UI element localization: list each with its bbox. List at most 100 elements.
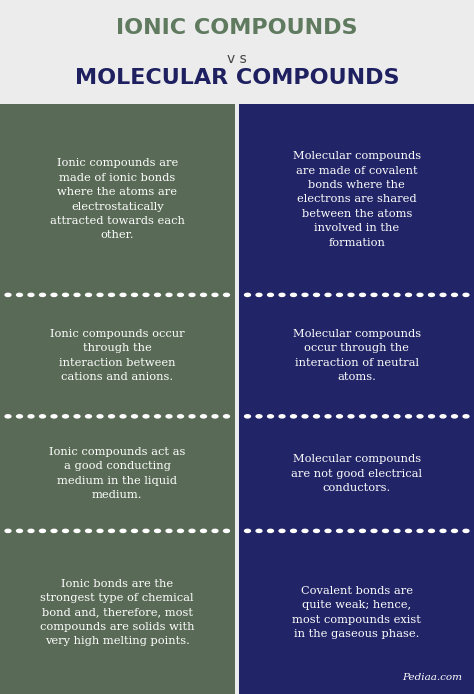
- Ellipse shape: [17, 530, 22, 532]
- Ellipse shape: [97, 415, 103, 418]
- Ellipse shape: [463, 415, 469, 418]
- Text: v s: v s: [227, 52, 247, 66]
- Ellipse shape: [132, 294, 137, 296]
- Ellipse shape: [337, 415, 342, 418]
- Text: Ionic compounds are
made of ionic bonds
where the atoms are
electrostatically
at: Ionic compounds are made of ionic bonds …: [50, 158, 185, 240]
- Ellipse shape: [5, 294, 11, 296]
- Ellipse shape: [143, 415, 149, 418]
- Ellipse shape: [314, 415, 319, 418]
- Ellipse shape: [155, 530, 160, 532]
- Ellipse shape: [406, 415, 411, 418]
- Ellipse shape: [245, 294, 250, 296]
- Ellipse shape: [143, 294, 149, 296]
- Text: MOLECULAR COMPOUNDS: MOLECULAR COMPOUNDS: [75, 68, 399, 88]
- Ellipse shape: [268, 415, 273, 418]
- Ellipse shape: [109, 530, 114, 532]
- Ellipse shape: [120, 294, 126, 296]
- Ellipse shape: [452, 530, 457, 532]
- Ellipse shape: [360, 530, 365, 532]
- Ellipse shape: [394, 294, 400, 296]
- Ellipse shape: [302, 294, 308, 296]
- Bar: [0, 416, 235, 531]
- Ellipse shape: [406, 294, 411, 296]
- Ellipse shape: [256, 294, 262, 296]
- Ellipse shape: [428, 530, 435, 532]
- Ellipse shape: [268, 294, 273, 296]
- Ellipse shape: [337, 530, 342, 532]
- Bar: [0, 104, 235, 295]
- Ellipse shape: [337, 294, 342, 296]
- Ellipse shape: [201, 530, 206, 532]
- Ellipse shape: [166, 530, 172, 532]
- Ellipse shape: [325, 294, 331, 296]
- Ellipse shape: [360, 415, 365, 418]
- Text: Molecular compounds
are not good electrical
conductors.: Molecular compounds are not good electri…: [291, 454, 422, 493]
- Bar: [0, 295, 235, 416]
- Ellipse shape: [224, 415, 229, 418]
- Ellipse shape: [371, 294, 377, 296]
- Ellipse shape: [394, 415, 400, 418]
- Ellipse shape: [291, 415, 296, 418]
- Ellipse shape: [325, 530, 331, 532]
- Ellipse shape: [201, 294, 206, 296]
- Ellipse shape: [63, 294, 68, 296]
- Ellipse shape: [279, 530, 285, 532]
- Ellipse shape: [120, 530, 126, 532]
- Ellipse shape: [348, 294, 354, 296]
- Ellipse shape: [189, 530, 195, 532]
- Text: Molecular compounds
occur through the
interaction of neutral
atoms.: Molecular compounds occur through the in…: [292, 329, 421, 382]
- Ellipse shape: [178, 415, 183, 418]
- Ellipse shape: [302, 415, 308, 418]
- Ellipse shape: [291, 294, 296, 296]
- Ellipse shape: [143, 530, 149, 532]
- Ellipse shape: [17, 415, 22, 418]
- Ellipse shape: [212, 415, 218, 418]
- Ellipse shape: [51, 294, 57, 296]
- Ellipse shape: [463, 294, 469, 296]
- Ellipse shape: [51, 415, 57, 418]
- Ellipse shape: [63, 530, 68, 532]
- Ellipse shape: [256, 415, 262, 418]
- Ellipse shape: [86, 530, 91, 532]
- Ellipse shape: [212, 530, 218, 532]
- Ellipse shape: [417, 294, 423, 296]
- Ellipse shape: [97, 530, 103, 532]
- Ellipse shape: [348, 415, 354, 418]
- Ellipse shape: [201, 415, 206, 418]
- Ellipse shape: [39, 530, 46, 532]
- Ellipse shape: [245, 530, 250, 532]
- Ellipse shape: [178, 530, 183, 532]
- Ellipse shape: [86, 415, 91, 418]
- Ellipse shape: [452, 294, 457, 296]
- Ellipse shape: [440, 294, 446, 296]
- Ellipse shape: [74, 530, 80, 532]
- Ellipse shape: [28, 415, 34, 418]
- Ellipse shape: [394, 530, 400, 532]
- Ellipse shape: [166, 415, 172, 418]
- Ellipse shape: [463, 530, 469, 532]
- Ellipse shape: [178, 294, 183, 296]
- Text: Ionic compounds act as
a good conducting
medium in the liquid
medium.: Ionic compounds act as a good conducting…: [49, 447, 185, 500]
- Ellipse shape: [109, 294, 114, 296]
- Bar: [239, 104, 474, 295]
- Ellipse shape: [440, 415, 446, 418]
- Ellipse shape: [371, 415, 377, 418]
- Ellipse shape: [5, 415, 11, 418]
- Ellipse shape: [256, 530, 262, 532]
- Text: Molecular compounds
are made of covalent
bonds where the
electrons are shared
be: Molecular compounds are made of covalent…: [292, 151, 421, 248]
- Ellipse shape: [325, 415, 331, 418]
- Ellipse shape: [348, 530, 354, 532]
- Ellipse shape: [360, 294, 365, 296]
- Ellipse shape: [17, 294, 22, 296]
- Ellipse shape: [28, 294, 34, 296]
- Ellipse shape: [39, 294, 46, 296]
- Bar: [239, 416, 474, 531]
- Ellipse shape: [383, 294, 388, 296]
- Ellipse shape: [428, 415, 435, 418]
- Ellipse shape: [155, 415, 160, 418]
- Ellipse shape: [109, 415, 114, 418]
- Ellipse shape: [212, 294, 218, 296]
- Text: Ionic bonds are the
strongest type of chemical
bond and, therefore, most
compoun: Ionic bonds are the strongest type of ch…: [40, 579, 194, 646]
- Ellipse shape: [417, 415, 423, 418]
- Ellipse shape: [383, 415, 388, 418]
